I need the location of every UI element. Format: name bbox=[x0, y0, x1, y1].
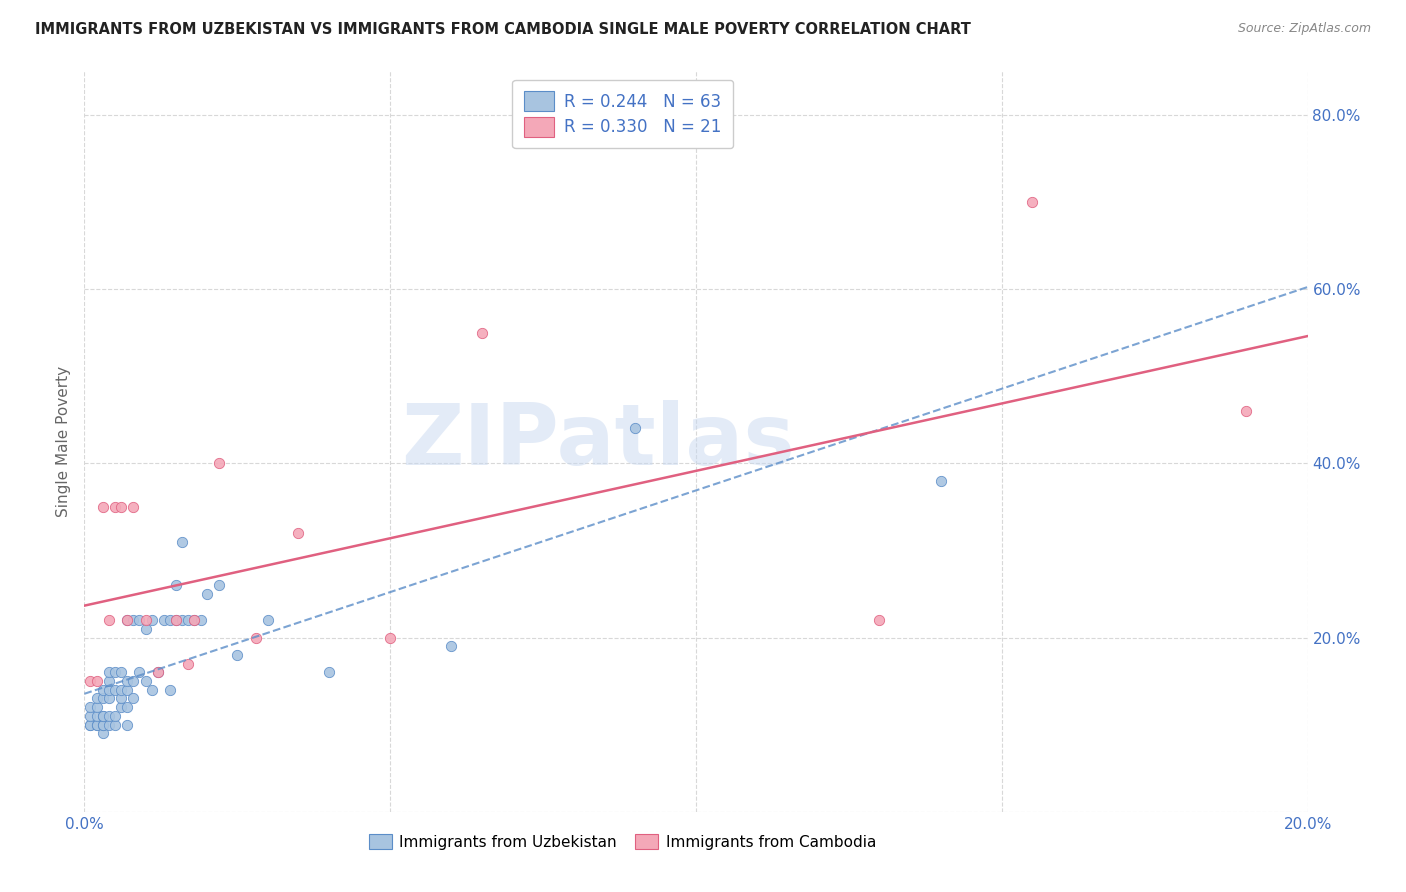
Point bbox=[110, 700, 132, 714]
Point bbox=[79, 717, 101, 731]
Point bbox=[165, 613, 187, 627]
Point bbox=[183, 613, 205, 627]
Point bbox=[79, 717, 101, 731]
Point bbox=[91, 709, 114, 723]
Point bbox=[624, 421, 647, 435]
Point bbox=[135, 674, 157, 689]
Point bbox=[115, 700, 138, 714]
Point bbox=[287, 526, 309, 541]
Point bbox=[195, 587, 218, 601]
Point bbox=[79, 709, 101, 723]
Point bbox=[110, 665, 132, 680]
Point bbox=[165, 613, 187, 627]
Point bbox=[177, 657, 200, 671]
Point bbox=[91, 691, 114, 706]
Point bbox=[86, 717, 108, 731]
Point bbox=[122, 500, 145, 514]
Point bbox=[208, 456, 231, 470]
Point bbox=[86, 674, 108, 689]
Point bbox=[86, 717, 108, 731]
Point bbox=[141, 613, 163, 627]
Point bbox=[115, 674, 138, 689]
Point bbox=[91, 717, 114, 731]
Point bbox=[869, 613, 891, 627]
Point bbox=[122, 691, 145, 706]
Point bbox=[91, 717, 114, 731]
Point bbox=[1021, 194, 1043, 209]
Point bbox=[104, 717, 127, 731]
Point bbox=[115, 613, 138, 627]
Point bbox=[165, 578, 187, 592]
Point bbox=[97, 709, 120, 723]
Point bbox=[172, 534, 194, 549]
Point bbox=[153, 613, 176, 627]
Text: ZIPatlas: ZIPatlas bbox=[401, 400, 794, 483]
Point bbox=[135, 613, 157, 627]
Point bbox=[190, 613, 212, 627]
Point bbox=[86, 709, 108, 723]
Point bbox=[929, 474, 952, 488]
Point bbox=[104, 500, 127, 514]
Text: Source: ZipAtlas.com: Source: ZipAtlas.com bbox=[1237, 22, 1371, 36]
Point bbox=[318, 665, 340, 680]
Point bbox=[146, 665, 169, 680]
Point bbox=[79, 700, 101, 714]
Point bbox=[159, 613, 181, 627]
Point bbox=[91, 500, 114, 514]
Point bbox=[115, 717, 138, 731]
Text: IMMIGRANTS FROM UZBEKISTAN VS IMMIGRANTS FROM CAMBODIA SINGLE MALE POVERTY CORRE: IMMIGRANTS FROM UZBEKISTAN VS IMMIGRANTS… bbox=[35, 22, 972, 37]
Point bbox=[97, 682, 120, 697]
Y-axis label: Single Male Poverty: Single Male Poverty bbox=[56, 366, 72, 517]
Point bbox=[110, 691, 132, 706]
Point bbox=[380, 631, 402, 645]
Point bbox=[104, 682, 127, 697]
Point bbox=[86, 691, 108, 706]
Point bbox=[122, 674, 145, 689]
Point bbox=[115, 682, 138, 697]
Legend: Immigrants from Uzbekistan, Immigrants from Cambodia: Immigrants from Uzbekistan, Immigrants f… bbox=[363, 828, 883, 856]
Point bbox=[97, 613, 120, 627]
Point bbox=[128, 665, 150, 680]
Point bbox=[79, 674, 101, 689]
Point bbox=[141, 682, 163, 697]
Point bbox=[110, 500, 132, 514]
Point bbox=[159, 682, 181, 697]
Point bbox=[471, 326, 494, 340]
Point bbox=[245, 631, 267, 645]
Point bbox=[104, 709, 127, 723]
Point bbox=[115, 613, 138, 627]
Point bbox=[97, 674, 120, 689]
Point bbox=[110, 682, 132, 697]
Point bbox=[172, 613, 194, 627]
Point bbox=[91, 709, 114, 723]
Point bbox=[91, 726, 114, 740]
Point bbox=[135, 622, 157, 636]
Point bbox=[122, 613, 145, 627]
Point bbox=[104, 665, 127, 680]
Point bbox=[183, 613, 205, 627]
Point bbox=[177, 613, 200, 627]
Point bbox=[440, 639, 463, 653]
Point bbox=[97, 665, 120, 680]
Point bbox=[146, 665, 169, 680]
Point bbox=[226, 648, 249, 662]
Point bbox=[208, 578, 231, 592]
Point bbox=[257, 613, 280, 627]
Point bbox=[91, 682, 114, 697]
Point bbox=[1236, 404, 1258, 418]
Point bbox=[97, 717, 120, 731]
Point bbox=[97, 691, 120, 706]
Point bbox=[86, 700, 108, 714]
Point bbox=[128, 613, 150, 627]
